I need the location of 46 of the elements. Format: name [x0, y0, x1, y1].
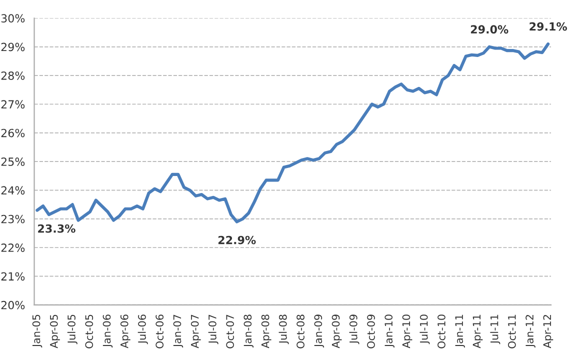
x-tick-label: Apr-11 — [472, 314, 483, 348]
y-tick-label: 28% — [1, 71, 25, 80]
x-tick-label: Apr-10 — [402, 314, 412, 348]
y-tick-label: 24% — [1, 186, 25, 195]
y-tick-label: 30% — [1, 14, 25, 23]
y-tick-label: 22% — [1, 244, 25, 252]
line-series — [36, 42, 550, 224]
y-tick-label: 27% — [1, 100, 25, 109]
x-tick-label: Jan-11 — [455, 314, 465, 348]
y-tick-label: 21% — [1, 272, 25, 281]
x-tick-label: Jul-10 — [420, 314, 430, 344]
x-tick-label: Oct-09 — [367, 314, 375, 348]
y-tick-label: 25% — [1, 158, 25, 166]
x-tick-label: Apr-06 — [120, 314, 130, 348]
x-tick-label: Oct-07 — [226, 314, 234, 348]
x-tick-label: Oct-10 — [438, 314, 446, 348]
x-tick-label: Oct-11 — [508, 314, 516, 348]
x-tick-label: Jan-08 — [244, 314, 254, 348]
y-tick-label: 20% — [1, 300, 25, 310]
x-tick-label: Jan-06 — [102, 314, 113, 348]
annotation: 23.3% — [38, 224, 76, 233]
x-tick-label: Jan-05 — [32, 314, 42, 348]
y-tick-label: 23% — [1, 214, 25, 224]
x-tick-label: Jan-10 — [384, 314, 394, 348]
annotation: 29.1% — [530, 22, 567, 31]
x-tick-label: Jan-12 — [526, 314, 536, 348]
annotation: 29.0% — [470, 25, 508, 34]
y-tick-label: 26% — [1, 128, 25, 138]
x-tick-label: Jul-09 — [349, 314, 360, 344]
x-tick-label: Apr-07 — [190, 314, 201, 348]
x-tick-label: Jul-11 — [490, 314, 500, 344]
annotation: 22.9% — [218, 236, 256, 244]
x-tick-label: Oct-06 — [156, 314, 164, 348]
x-tick-label: Jul-07 — [208, 314, 218, 344]
x-tick-label: Jan-07 — [173, 314, 184, 348]
x-tick-label: Apr-08 — [261, 314, 272, 348]
x-tick-label: Oct-08 — [296, 314, 304, 348]
x-tick-label: Jul-05 — [67, 314, 78, 344]
x-tick-label: Apr-12 — [543, 314, 554, 348]
x-tick-label: Jul-08 — [278, 314, 289, 344]
y-tick-label: 29% — [1, 42, 25, 52]
x-tick-label: Jan-09 — [314, 314, 324, 348]
x-tick-label: Oct-05 — [85, 314, 94, 348]
x-tick-label: Apr-09 — [332, 314, 342, 348]
x-tick-label: Jul-06 — [138, 314, 148, 344]
x-tick-label: Apr-05 — [50, 314, 60, 348]
